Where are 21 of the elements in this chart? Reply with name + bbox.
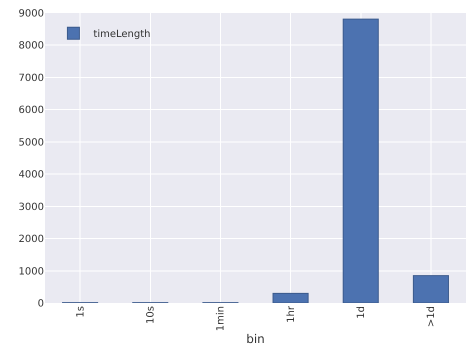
bar xyxy=(272,292,309,303)
y-tick-label: 3000 xyxy=(18,202,44,213)
y-tick-label: 1000 xyxy=(18,266,44,278)
y-tick-label: 5000 xyxy=(18,137,44,148)
x-tick-label: 1d xyxy=(356,306,367,319)
x-tick-label: 1min xyxy=(216,306,227,332)
legend-label: timeLength xyxy=(93,29,151,40)
y-tick-label: 0 xyxy=(38,298,44,310)
x-tick-label: 1s xyxy=(75,306,86,318)
y-tick-label: 9000 xyxy=(18,8,44,20)
bar xyxy=(412,275,449,303)
x-axis-title: bin xyxy=(246,332,265,346)
bar xyxy=(342,18,379,303)
x-tick-label: 1hr xyxy=(286,305,297,323)
y-tick-label: 6000 xyxy=(18,105,44,116)
y-tick-label: 8000 xyxy=(18,40,44,52)
y-tick-label: 2000 xyxy=(18,234,44,246)
y-tick-label: 7000 xyxy=(18,72,44,84)
x-tick-label: 10s xyxy=(146,306,156,324)
y-tick-label: 4000 xyxy=(18,170,44,181)
x-tick-label: >1d xyxy=(426,306,438,328)
